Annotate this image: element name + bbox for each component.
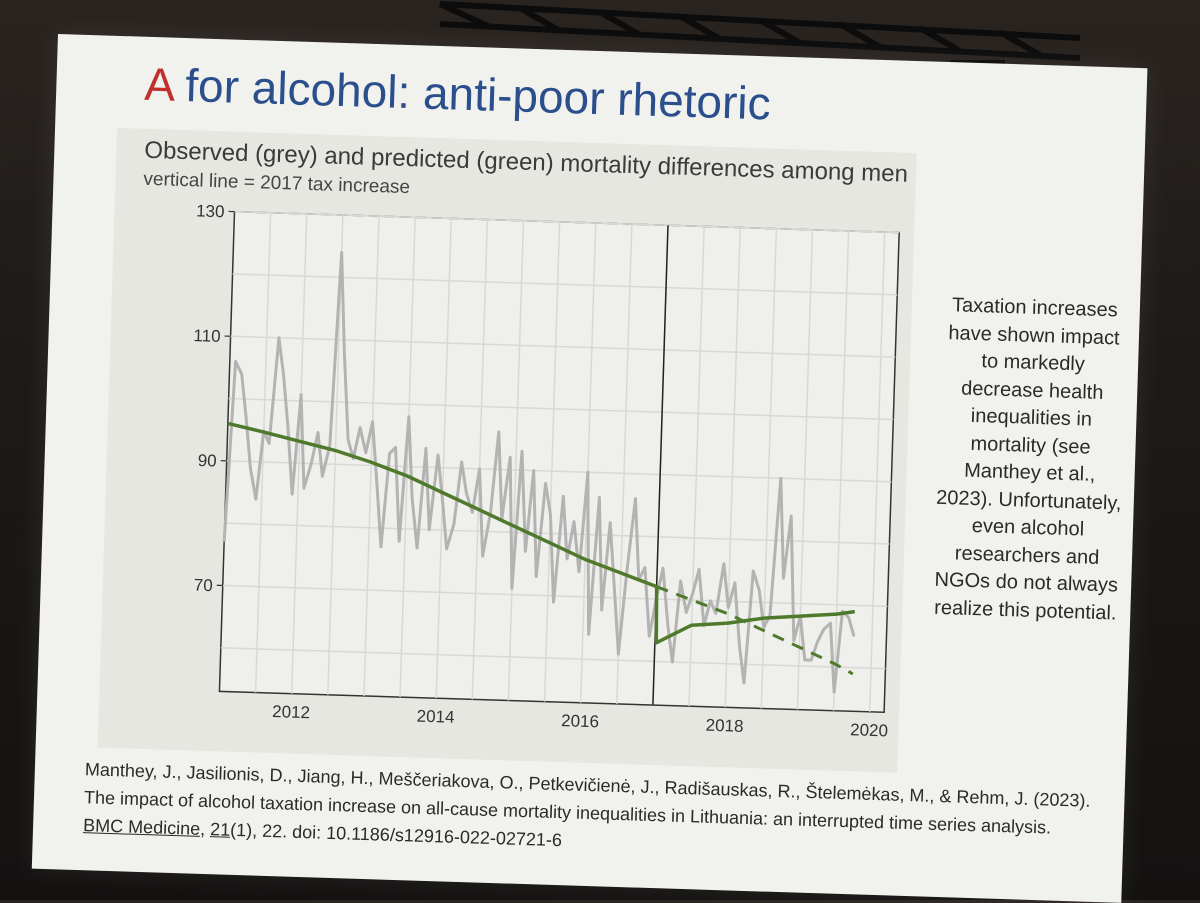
slide-title-accent: A <box>144 58 174 111</box>
chart-panel: Observed (grey) and predicted (green) mo… <box>98 128 917 773</box>
slide-title: A for alcohol: anti-poor rhetoric <box>144 57 772 131</box>
x-tick-label: 2014 <box>416 707 454 727</box>
citation-volume[interactable]: 21 <box>210 819 231 840</box>
line-chart: 70 90 110 130 2012 2014 2016 2018 2020 <box>98 128 917 773</box>
y-tick-label: 130 <box>196 201 225 221</box>
slide-title-text: for alcohol: anti-poor rhetoric <box>172 59 772 130</box>
x-tick-label: 2018 <box>705 716 743 736</box>
side-note: Taxation increases have shown impact to … <box>930 292 1130 628</box>
citation-rest: (1), 22. doi: 10.1186/s12916-022-02721-6 <box>230 820 562 850</box>
y-tick-label: 90 <box>197 451 217 471</box>
y-tick-label: 110 <box>193 326 221 346</box>
citation-journal[interactable]: BMC Medicine <box>83 815 201 839</box>
x-tick-label: 2016 <box>561 711 599 731</box>
citation: Manthey, J., Jasilionis, D., Jiang, H., … <box>83 755 1095 871</box>
y-tick-label: 70 <box>194 576 214 596</box>
x-tick-label: 2020 <box>850 720 888 740</box>
x-tick-label: 2012 <box>272 702 310 722</box>
presentation-slide: A for alcohol: anti-poor rhetoric Observ… <box>32 34 1148 903</box>
